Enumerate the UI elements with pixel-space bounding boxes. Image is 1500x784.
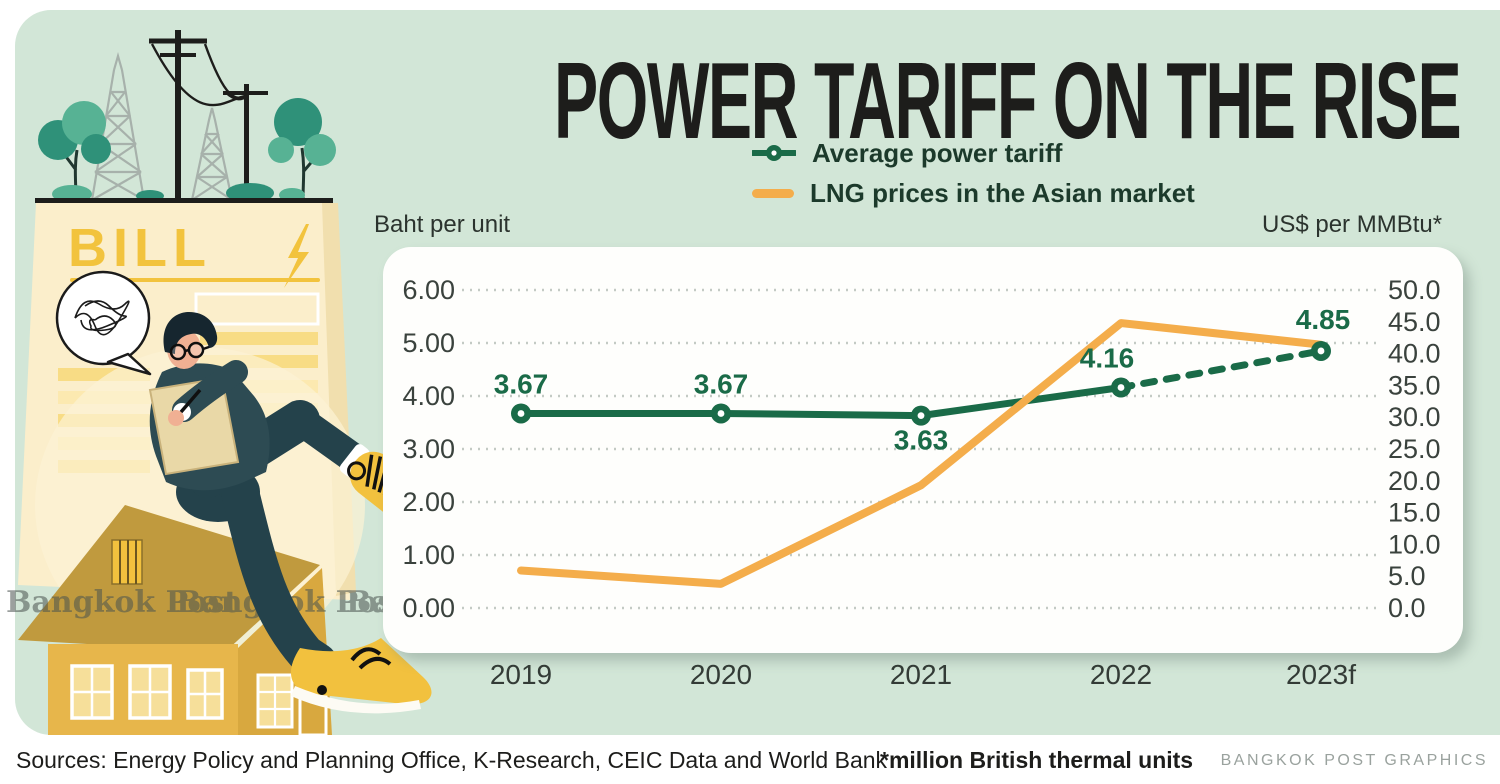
tree-icon (268, 98, 336, 201)
legend-label: LNG prices in the Asian market (810, 177, 1195, 208)
bill-tablet (148, 376, 240, 476)
pen-icon (179, 388, 202, 414)
lightning-bolt-icon (284, 224, 309, 288)
speech-bubble (55, 270, 152, 376)
legend-item-tariff: Average power tariff (752, 137, 1195, 168)
chart-panel (383, 247, 1463, 653)
line-dot-legend-marker-icon (752, 145, 796, 161)
footer-bar: Sources: Energy Policy and Planning Offi… (0, 735, 1500, 784)
house-windows (70, 664, 328, 735)
lattice-tower-icon (90, 51, 146, 201)
sources-text: Sources: Energy Policy and Planning Offi… (16, 747, 888, 773)
ground-line (35, 198, 333, 203)
left-axis-title: Baht per unit (374, 211, 511, 238)
glasses-icon (169, 341, 210, 361)
chart-legend: Average power tariff LNG prices in the A… (752, 137, 1195, 220)
bill-underline (70, 278, 320, 282)
legend-label: Average power tariff (812, 137, 1063, 168)
roof-window (111, 539, 143, 585)
legend-item-lng: LNG prices in the Asian market (752, 177, 1195, 208)
tree-icon (38, 101, 111, 201)
watermark-text: Bangkok Post (6, 585, 238, 620)
dash-legend-marker-icon (752, 188, 794, 198)
lattice-tower-icon (190, 107, 234, 201)
right-axis-title: US$ per MMBtu* (1262, 211, 1443, 238)
page-title: POWER TARIFF ON THE RISE (554, 41, 1462, 162)
bill-field-box (194, 292, 320, 326)
sneaker-icon (290, 638, 432, 714)
footnote-text: *million British thermal units (880, 747, 1194, 773)
bill-reader-illustration: BILL (6, 30, 440, 735)
bill-label: BILL (68, 218, 212, 278)
person-reading-bill (148, 312, 432, 714)
credit-text: BANGKOK POST GRAPHICS (1220, 752, 1488, 769)
watermarks: Bangkok Post Bangkok Post Bangkok Post (6, 585, 440, 620)
utility-pole-icon (149, 30, 268, 201)
power-lines-scene (35, 30, 336, 203)
scribble-icon (74, 300, 130, 336)
